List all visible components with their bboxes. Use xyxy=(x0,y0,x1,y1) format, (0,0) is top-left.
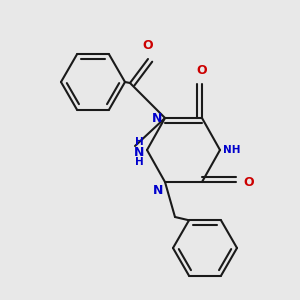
Text: N: N xyxy=(152,112,162,125)
Text: NH: NH xyxy=(223,145,241,155)
Text: H: H xyxy=(135,137,144,147)
Text: N: N xyxy=(134,146,144,158)
Text: O: O xyxy=(197,64,207,77)
Text: O: O xyxy=(243,176,254,188)
Text: O: O xyxy=(143,39,153,52)
Text: N: N xyxy=(153,184,163,197)
Text: H: H xyxy=(135,157,144,167)
